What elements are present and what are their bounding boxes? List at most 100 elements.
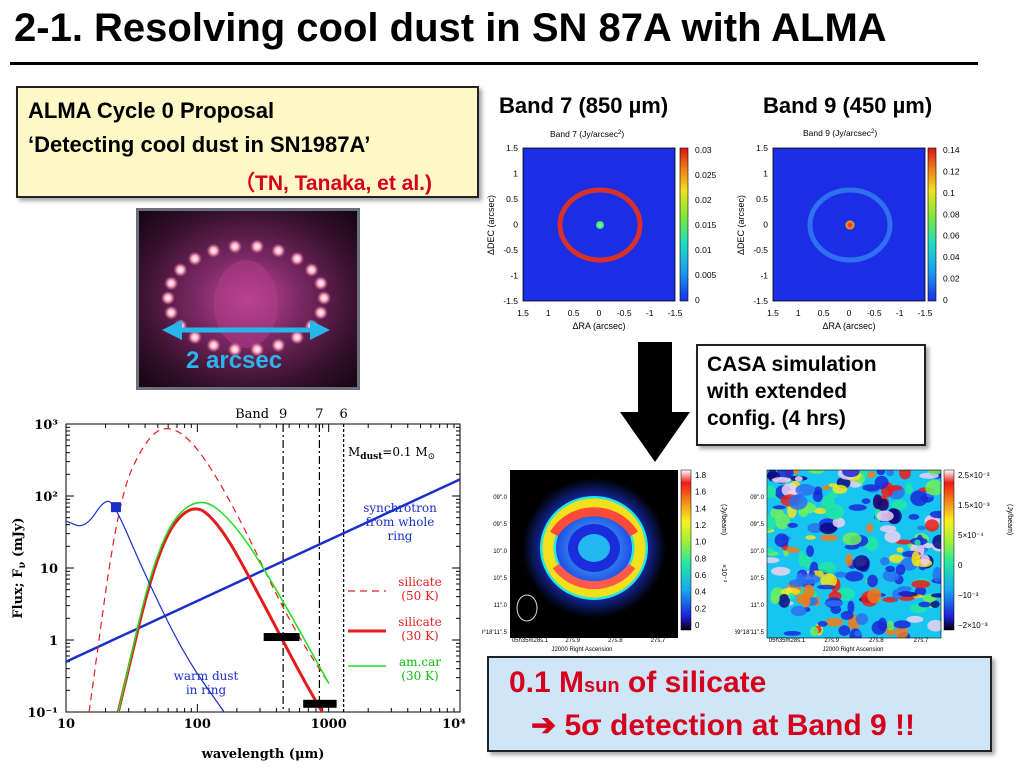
ring-knot (313, 305, 328, 320)
ytick-label: 0.5 (506, 194, 518, 204)
result-line-1: 0.1 Msun of silicate (509, 666, 767, 699)
colorbar-tick-label: 0.02 (943, 274, 960, 284)
ring-knot (250, 342, 265, 357)
noise-blob (911, 551, 921, 567)
colorbar-tick-label: 5×10⁻⁴ (958, 531, 984, 540)
noise-blob (871, 620, 887, 635)
dec-tick-label: 09".5 (750, 522, 764, 528)
noise-blob (866, 523, 874, 533)
colorbar-tick-label: 0 (695, 621, 700, 630)
down-arrow (620, 342, 690, 462)
noise-blob (770, 507, 784, 519)
band7-center-source (596, 221, 604, 229)
noise-blob (895, 564, 906, 576)
noise-blob (895, 626, 909, 638)
colorbar-tick-label: 2.5×10⁻³ (958, 471, 990, 480)
ytick-label: -1.5 (753, 296, 768, 306)
sed-xtick-label: 10 (57, 717, 75, 732)
xtick-label: -1.5 (668, 308, 683, 318)
colorbar-tick-label: 1.8 (695, 471, 707, 480)
xtick-label: -0.5 (617, 308, 632, 318)
noise-blob (925, 479, 941, 496)
casa-line-2: with extended (707, 380, 848, 403)
noise-blob (882, 569, 900, 582)
band7-panel-title: Band 7 (Jy/arcsec2) (550, 129, 624, 139)
noise-blob (898, 595, 915, 601)
band9-heading: Band 9 (450 µm) (763, 93, 933, 118)
band-number: 9 (279, 407, 287, 422)
ytick-label: 1.5 (506, 143, 518, 153)
ring-knot (271, 243, 286, 258)
casa-simulation-box: CASA simulation with extended config. (4… (696, 344, 926, 446)
noise-blob (767, 485, 776, 499)
casa-band9-image: 09".0 09".5 10".0 10".5 11".0 69°18'11".5 05h… (735, 469, 1013, 653)
colorbar-tick-label: 0 (958, 561, 963, 570)
band9-ring (807, 187, 893, 263)
noise-blob (810, 626, 819, 637)
noise-blob (842, 532, 862, 546)
noise-blob (770, 593, 780, 605)
silicate-50k-legend: (50 K) (401, 589, 438, 603)
noise-blob (877, 498, 889, 512)
warm-dust-legend: in ring (186, 683, 227, 697)
noise-blob (788, 592, 795, 600)
noise-blob (932, 534, 941, 549)
casa-line-3: config. (4 hrs) (707, 407, 846, 430)
colorbar-tick-label: 1.6 (695, 488, 707, 497)
noise-blob (817, 562, 836, 573)
band-label: Band (235, 407, 269, 422)
noise-blob (834, 571, 847, 578)
noise-blob (921, 543, 934, 549)
noise-blob (794, 476, 803, 482)
band9-xlabel: ΔRA (arcsec) (822, 321, 875, 331)
noise-blob (867, 574, 878, 588)
colorbar-tick-label: 0.8 (695, 554, 707, 563)
ring-knot (206, 243, 221, 258)
sed-xtick-label: 1000 (311, 717, 347, 732)
noise-blob (798, 550, 805, 567)
proposal-authors: （TN, Tanaka, et al.) (234, 172, 432, 195)
noise-blob (787, 522, 798, 528)
colorbar-tick-label: 0.4 (695, 588, 707, 597)
colorbar-tick-label: 0.04 (943, 252, 960, 262)
noise-blob (880, 557, 890, 566)
noise-blob (767, 515, 777, 531)
noise-blob (895, 539, 913, 545)
ytick-label: 1 (763, 169, 768, 179)
ra-tick-label: 05h35m28s.1 (769, 638, 806, 644)
colorbar-tick-label: 1.5×10⁻³ (958, 501, 990, 510)
ra-tick-label: 27s.9 (824, 638, 839, 644)
ytick-label: -1 (760, 271, 768, 281)
colorbar-tick-label: 0 (695, 295, 700, 305)
noise-blob (817, 584, 836, 590)
casa-left-xlabel: J2000 Right Ascension (551, 647, 612, 653)
casa-right-xlabel: J2000 Right Ascension (822, 647, 883, 653)
noise-blob (927, 619, 941, 632)
xtick-label: -1 (896, 308, 904, 318)
noise-blob (876, 470, 886, 476)
noise-blob (854, 630, 862, 637)
xtick-label: 0 (847, 308, 852, 318)
sed-ytick-label: 10² (34, 490, 58, 505)
synchrotron-legend: synchrotron (363, 501, 437, 515)
amcar-legend: (30 K) (401, 669, 438, 683)
ring-knot (250, 239, 265, 254)
noise-blob (788, 494, 808, 510)
colorbar-tick-label: 0.005 (695, 270, 717, 280)
noise-blob (808, 470, 825, 474)
noise-blob (786, 547, 800, 554)
noise-blob (898, 590, 913, 597)
noise-blob (847, 600, 855, 614)
noise-blob (825, 617, 844, 627)
noise-blob (845, 553, 853, 567)
ring-knot (317, 291, 331, 305)
ring-knot (227, 239, 242, 254)
ring-knot (164, 305, 179, 320)
noise-blob (892, 589, 901, 601)
noise-blob (899, 470, 911, 480)
noise-blob (817, 621, 828, 627)
noise-blob (885, 485, 903, 491)
noise-blob (820, 573, 837, 588)
band-number: 6 (339, 407, 347, 422)
xtick-label: 1.5 (767, 308, 779, 318)
